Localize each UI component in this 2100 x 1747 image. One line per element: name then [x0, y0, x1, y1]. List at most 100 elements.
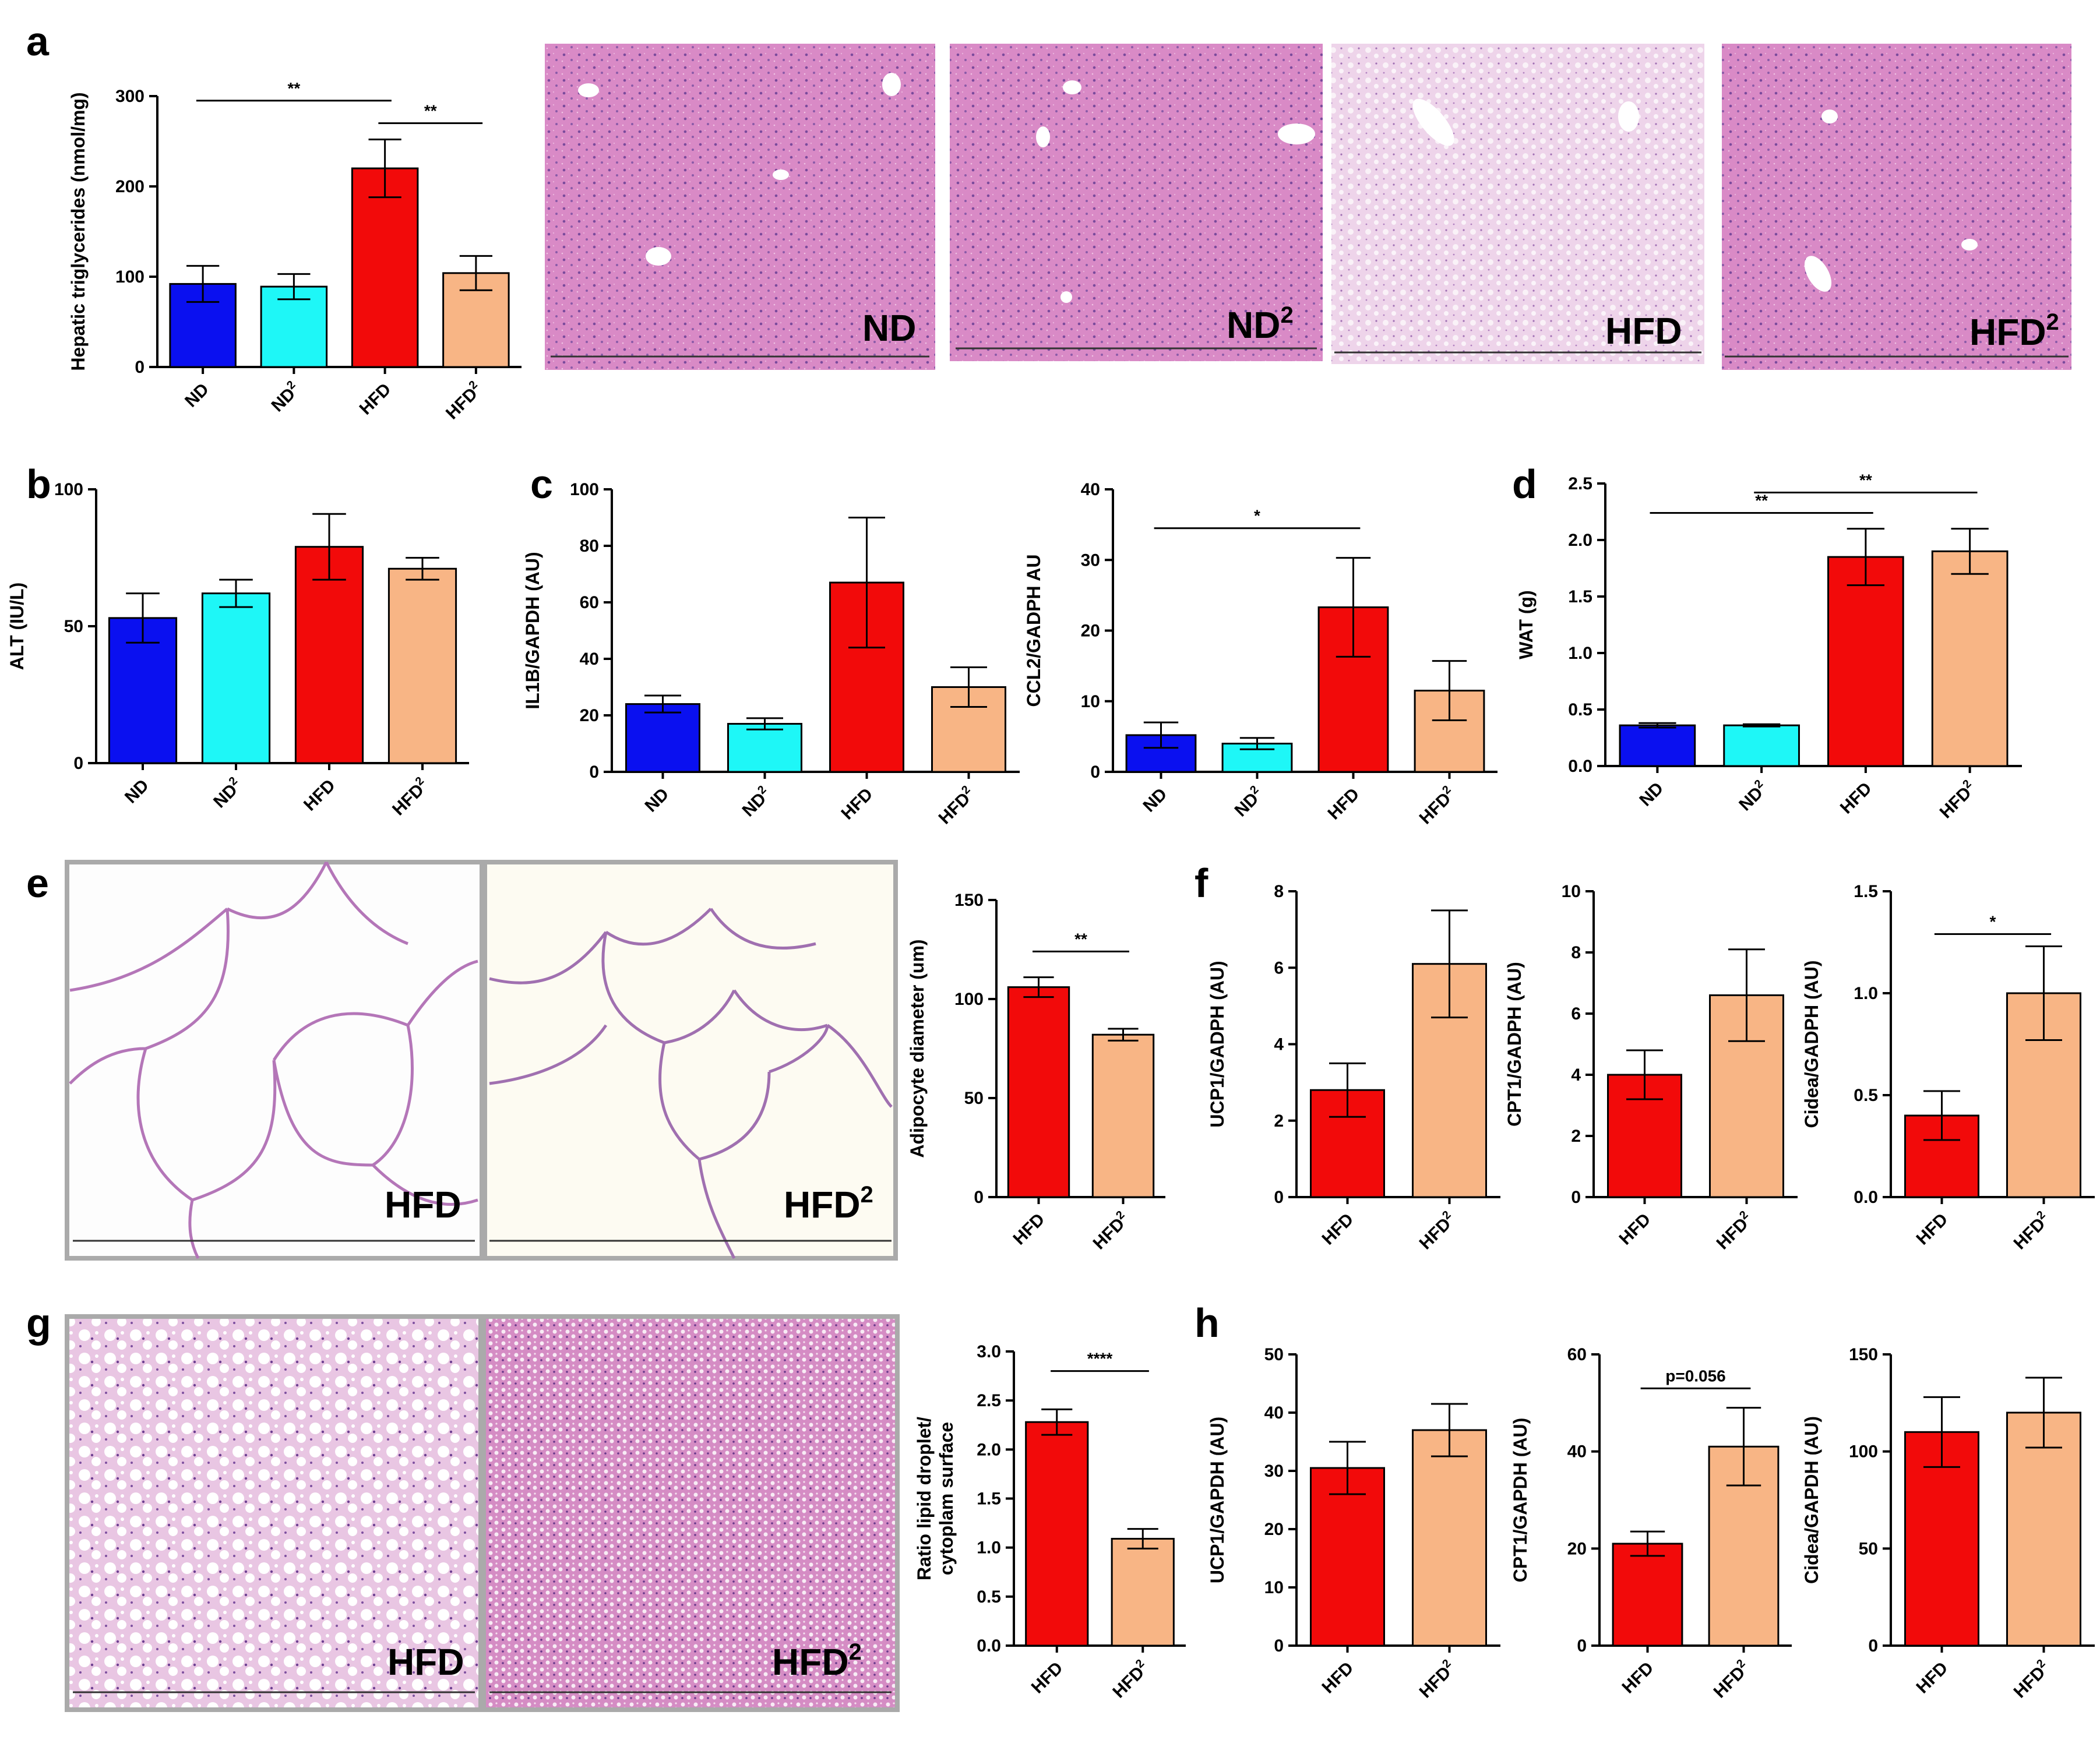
y-tick-label: 0 — [1577, 1636, 1587, 1656]
y-tick-label: 10 — [1264, 1578, 1284, 1597]
y-tick-label: 150 — [1849, 1345, 1878, 1364]
liver-label-hfd: HFD — [1605, 310, 1682, 352]
significance-label: ** — [1755, 491, 1768, 509]
y-tick-label: 50 — [964, 1089, 984, 1108]
y-tick-label: 0.0 — [1854, 1188, 1878, 1207]
x-tick-label: ND2 — [266, 378, 304, 415]
x-tick-label: ND2 — [1734, 777, 1771, 814]
panel-letter-b: b — [26, 461, 51, 507]
bar-HFD2 — [387, 567, 457, 764]
y-tick-label: 0 — [1090, 763, 1100, 782]
y-tick-label: 0 — [589, 763, 599, 782]
bar-HFD2 — [2006, 1411, 2081, 1647]
x-tick-label: HFD — [1913, 1658, 1952, 1697]
y-tick-label: 20 — [1567, 1539, 1587, 1558]
chart-e: 0 50 100 150 Adipocyte diameter (um) HFD HFD2 *… — [907, 891, 1165, 1253]
y-tick-label: 2 — [1274, 1111, 1284, 1131]
x-tick-label: HFD2 — [1709, 1657, 1754, 1702]
bat-label-hfd2: HFD2 — [772, 1639, 862, 1683]
wat-image-hfd: HFD — [65, 860, 484, 1261]
y-axis-label: CCL2/GADPH AU — [1023, 555, 1044, 707]
significance-label: ** — [1859, 471, 1872, 489]
significance-label: ** — [424, 102, 437, 120]
bat-label-hfd: HFD — [387, 1641, 464, 1683]
bar-HFD — [1612, 1543, 1683, 1647]
y-tick-label: 0 — [1571, 1188, 1581, 1207]
x-tick-label: HFD2 — [2009, 1657, 2054, 1702]
y-tick-label: 3.0 — [977, 1342, 1001, 1361]
significance-label: * — [1990, 913, 1996, 931]
x-tick-label: HFD — [1319, 1210, 1358, 1249]
y-tick-label: 2.5 — [1568, 474, 1592, 493]
y-tick-label: 8 — [1571, 943, 1581, 962]
y-tick-label: 0.0 — [1568, 757, 1592, 776]
y-tick-label: 30 — [1264, 1462, 1284, 1481]
chart-g: 0.0 0.5 1.0 1.5 2.0 2.5 3.0 Ratio lipid droplet… — [914, 1342, 1186, 1702]
y-tick-label: 2.5 — [977, 1391, 1001, 1410]
y-axis-label: Ratio lipid droplet/cytoplam surface — [914, 1417, 957, 1580]
y-tick-label: 10 — [1562, 882, 1581, 901]
panel-letter-f: f — [1195, 860, 1208, 906]
x-tick-label: ND — [1636, 779, 1667, 810]
liver-label-nd: ND — [862, 307, 916, 349]
panel-letter-e: e — [26, 860, 49, 906]
x-tick-label: HFD2 — [934, 783, 979, 828]
chart-b: 0 50 100 ALT (IU/L) ND ND2 HFD HFD2 — [6, 480, 469, 819]
bar-HFD2 — [1091, 1033, 1155, 1198]
y-axis-label: Cidea/GAPDH (AU) — [1801, 1416, 1822, 1584]
significance-label: ** — [1074, 930, 1087, 948]
x-tick-label: HFD — [1837, 779, 1876, 818]
x-tick-label: HFD — [1324, 785, 1363, 824]
y-tick-label: 200 — [115, 177, 145, 196]
bar-HFD — [1310, 1467, 1385, 1647]
x-tick-label: ND — [181, 380, 213, 411]
y-tick-label: 80 — [580, 537, 599, 556]
chart-c1: 0 20 40 60 80 100 IL1B/GAPDH (AU) ND ND2 HFD HFD2 — [522, 480, 1020, 828]
y-tick-label: 0.5 — [977, 1587, 1001, 1607]
y-tick-label: 1.5 — [1568, 587, 1592, 606]
chart-h3: 0 50 100 150 Cidea/GAPDH (AU) HFD HFD2 — [1801, 1345, 2095, 1702]
x-tick-label: HFD2 — [1712, 1208, 1757, 1253]
y-axis-label: UCP1/GADPH (AU) — [1207, 961, 1228, 1127]
bar-HFD — [1025, 1421, 1089, 1647]
y-tick-label: 0.5 — [1854, 1086, 1878, 1105]
y-tick-label: 50 — [1264, 1345, 1284, 1364]
y-axis-label: ALT (IU/L) — [6, 583, 27, 670]
y-tick-label: 1.0 — [1568, 644, 1592, 663]
y-tick-label: 2.0 — [977, 1440, 1001, 1459]
bar-ND — [625, 703, 700, 773]
x-tick-label: ND2 — [737, 783, 774, 820]
bar-HFD2 — [1111, 1538, 1175, 1647]
x-tick-label: HFD — [1010, 1210, 1049, 1249]
y-tick-label: 100 — [115, 267, 145, 287]
liver-image-hfd2: HFD2 — [1722, 44, 2071, 370]
chart-h1: 0 10 20 30 40 50 UCP1/GAPDH (AU) HFD HFD2 — [1207, 1345, 1500, 1702]
chart-d: 0.0 0.5 1.0 1.5 2.0 2.5 WAT (g) ND ND2 HFD HFD2 ** *… — [1516, 471, 2022, 822]
liver-image-nd: ND — [545, 44, 935, 370]
liver-label-nd2: ND2 — [1227, 302, 1294, 346]
y-tick-label: 40 — [580, 650, 599, 669]
y-axis-label: Cidea/GADPH (AU) — [1801, 960, 1822, 1128]
y-tick-label: 6 — [1571, 1004, 1581, 1024]
y-tick-label: 100 — [54, 480, 83, 499]
y-tick-label: 8 — [1274, 882, 1284, 901]
x-tick-label: ND2 — [1229, 783, 1267, 820]
x-tick-label: HFD2 — [441, 378, 486, 423]
y-axis-label: Adipocyte diameter (um) — [907, 939, 928, 1157]
x-tick-label: HFD — [300, 776, 339, 815]
x-tick-label: HFD — [1319, 1658, 1358, 1697]
x-tick-label: HFD — [356, 380, 395, 419]
bat-image-hfd: HFD — [65, 1314, 483, 1712]
x-tick-label: HFD2 — [2009, 1208, 2054, 1253]
y-tick-label: 100 — [1849, 1442, 1878, 1462]
y-tick-label: 150 — [954, 891, 984, 910]
y-tick-label: 0 — [1274, 1188, 1284, 1207]
wat-label-hfd: HFD — [385, 1184, 461, 1226]
y-tick-label: 40 — [1081, 480, 1100, 499]
y-tick-label: 1.0 — [977, 1538, 1001, 1558]
y-tick-label: 0 — [135, 358, 145, 377]
y-tick-label: 1.0 — [1854, 984, 1878, 1003]
y-axis-label: WAT (g) — [1516, 590, 1537, 659]
